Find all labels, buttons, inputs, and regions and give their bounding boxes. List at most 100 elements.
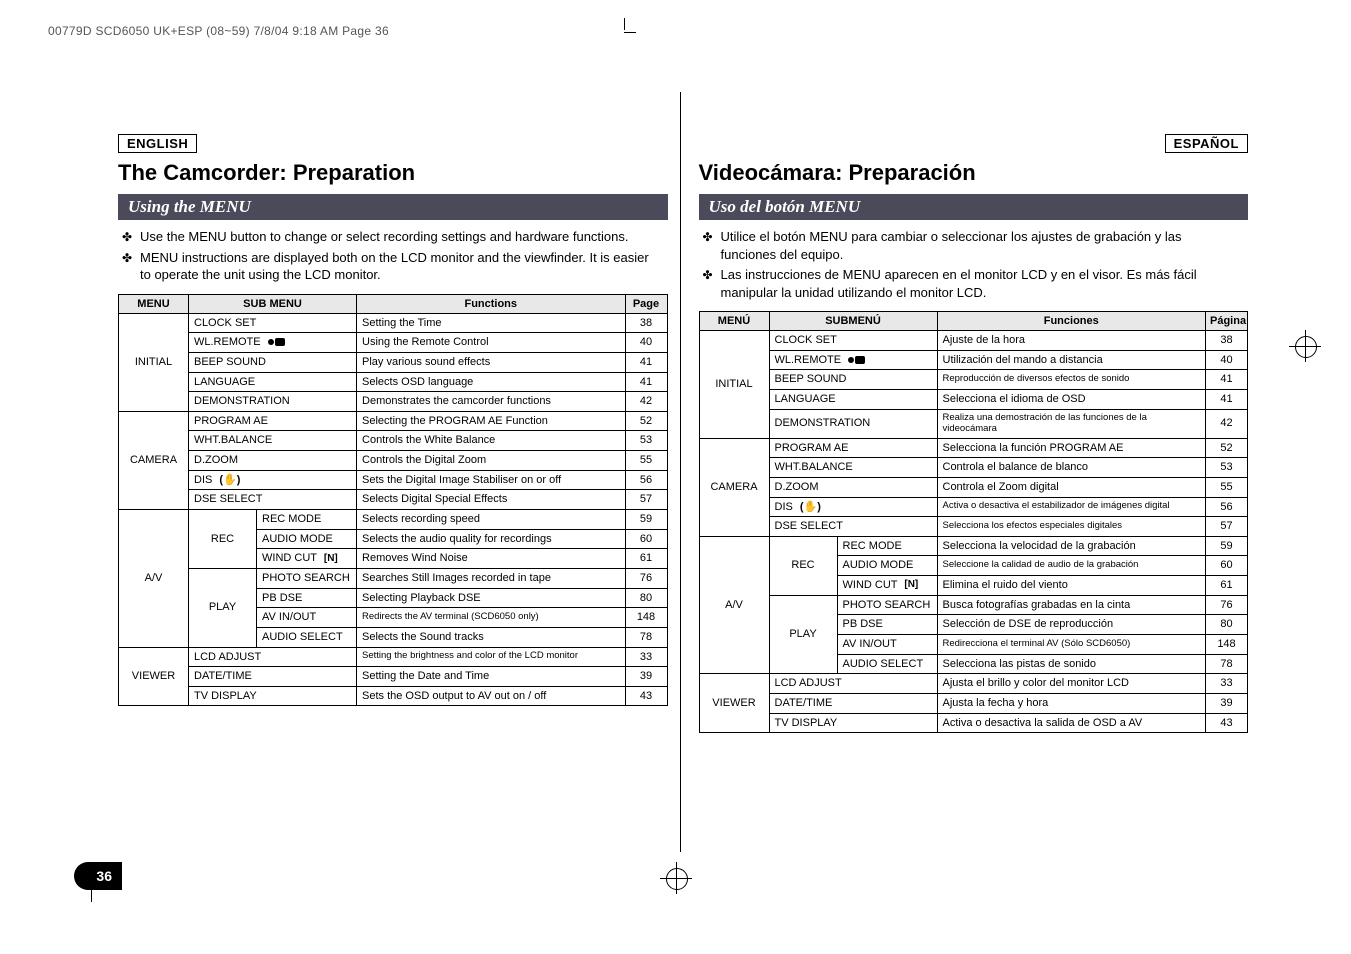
table-row: DSE SELECTSelects Digital Special Effect…: [119, 490, 668, 510]
page-cell: 61: [1206, 576, 1248, 596]
submenu-cell: DSE SELECT: [769, 517, 937, 537]
page-cell: 60: [1206, 556, 1248, 576]
function-cell: Selección de DSE de reproducción: [937, 615, 1206, 635]
registration-mark-right: [1289, 330, 1321, 362]
function-cell: Activa o desactiva la salida de OSD a AV: [937, 713, 1206, 733]
table-row: PLAYPHOTO SEARCHBusca fotografías grabad…: [699, 595, 1248, 615]
th-functions: Functions: [357, 294, 625, 313]
bullet-item: MENU instructions are displayed both on …: [140, 249, 658, 284]
function-cell: Activa o desactiva el estabilizador de i…: [937, 497, 1206, 517]
menu-cell: A/V: [119, 510, 189, 647]
submenu-cell: DATE/TIME: [769, 693, 937, 713]
submenu-cell: CLOCK SET: [769, 331, 937, 351]
page-cell: 33: [1206, 674, 1248, 694]
table-row: D.ZOOMControla el Zoom digital55: [699, 477, 1248, 497]
page-cell: 80: [1206, 615, 1248, 635]
page-cell: 42: [625, 392, 667, 412]
page-cell: 42: [1206, 409, 1248, 438]
function-cell: Sets the OSD output to AV out on / off: [357, 686, 625, 706]
table-row: D.ZOOMControls the Digital Zoom55: [119, 451, 668, 471]
menu-table: MENUSUB MENUFunctionsPageINITIALCLOCK SE…: [118, 294, 668, 707]
page-cell: 33: [625, 647, 667, 667]
function-cell: Controla el Zoom digital: [937, 477, 1206, 497]
submenu-cell: AUDIO SELECT: [257, 627, 357, 647]
table-row: DIS (✋)Activa o desactiva el estabilizad…: [699, 497, 1248, 517]
table-row: VIEWERLCD ADJUSTSetting the brightness a…: [119, 647, 668, 667]
page-cell: 59: [1206, 536, 1248, 556]
page-cell: 40: [625, 333, 667, 353]
menu-cell: CAMERA: [119, 411, 189, 509]
page-cell: 76: [625, 568, 667, 588]
function-cell: Reproducción de diversos efectos de soni…: [937, 370, 1206, 390]
table-row: WHT.BALANCEControla el balance de blanco…: [699, 458, 1248, 478]
table-row: WHT.BALANCEControls the White Balance53: [119, 431, 668, 451]
function-cell: Seleccione la calidad de audio de la gra…: [937, 556, 1206, 576]
function-cell: Controla el balance de blanco: [937, 458, 1206, 478]
page-cell: 52: [625, 411, 667, 431]
function-cell: Controls the Digital Zoom: [357, 451, 625, 471]
page-cell: 38: [1206, 331, 1248, 351]
th-page: Página: [1206, 312, 1248, 331]
page-cell: 38: [625, 313, 667, 333]
page-cell: 59: [625, 510, 667, 530]
function-cell: Selecciona la función PROGRAM AE: [937, 438, 1206, 458]
page-cell: 61: [625, 549, 667, 569]
function-cell: Selecting Playback DSE: [357, 588, 625, 608]
page-cell: 53: [1206, 458, 1248, 478]
function-cell: Setting the Date and Time: [357, 667, 625, 687]
page-cell: 80: [625, 588, 667, 608]
function-cell: Selecciona el idioma de OSD: [937, 390, 1206, 410]
page-cell: 52: [1206, 438, 1248, 458]
submenu-cell: WIND CUT [N]: [837, 576, 937, 596]
table-row: DATE/TIMEAjusta la fecha y hora39: [699, 693, 1248, 713]
table-row: INITIALCLOCK SETAjuste de la hora38: [699, 331, 1248, 351]
table-row: LANGUAGESelects OSD language41: [119, 372, 668, 392]
submenu-cell: PB DSE: [837, 615, 937, 635]
submenu-cell: WIND CUT [N]: [257, 549, 357, 569]
th-page: Page: [625, 294, 667, 313]
function-cell: Setting the Time: [357, 313, 625, 333]
submenu-cell: AUDIO SELECT: [837, 654, 937, 674]
submenu-cell: LANGUAGE: [189, 372, 357, 392]
page-cell: 148: [625, 608, 667, 628]
submenu-cell: AUDIO MODE: [257, 529, 357, 549]
function-cell: Selects recording speed: [357, 510, 625, 530]
subgroup-cell: PLAY: [769, 595, 837, 674]
function-cell: Controls the White Balance: [357, 431, 625, 451]
function-cell: Sets the Digital Image Stabiliser on or …: [357, 470, 625, 490]
table-row: TV DISPLAYSets the OSD output to AV out …: [119, 686, 668, 706]
table-row: WL.REMOTE Utilización del mando a distan…: [699, 350, 1248, 370]
submenu-cell: PROGRAM AE: [769, 438, 937, 458]
bullets-left: Use the MENU button to change or select …: [118, 228, 668, 284]
page-cell: 41: [1206, 370, 1248, 390]
table-row: INITIALCLOCK SETSetting the Time38: [119, 313, 668, 333]
page-cell: 56: [1206, 497, 1248, 517]
submenu-cell: BEEP SOUND: [769, 370, 937, 390]
bullet-item: Use the MENU button to change or select …: [140, 228, 658, 246]
submenu-cell: DEMONSTRATION: [189, 392, 357, 412]
menu-cell: INITIAL: [119, 313, 189, 411]
submenu-cell: WL.REMOTE: [189, 333, 357, 353]
table-row: DSE SELECTSelecciona los efectos especia…: [699, 517, 1248, 537]
file-header: 00779D SCD6050 UK+ESP (08~59) 7/8/04 9:1…: [48, 24, 389, 38]
function-cell: Selects OSD language: [357, 372, 625, 392]
section-bar-right: Uso del botón MENU: [699, 194, 1249, 220]
table-row: DIS (✋)Sets the Digital Image Stabiliser…: [119, 470, 668, 490]
page-number-badge: 36: [74, 862, 122, 890]
function-cell: Selecciona la velocidad de la grabación: [937, 536, 1206, 556]
submenu-cell: LANGUAGE: [769, 390, 937, 410]
submenu-cell: AV IN/OUT: [837, 635, 937, 655]
subgroup-cell: REC: [189, 510, 257, 569]
submenu-cell: LCD ADJUST: [769, 674, 937, 694]
remote-icon: [848, 355, 866, 365]
function-cell: Selects the Sound tracks: [357, 627, 625, 647]
table-row: TV DISPLAYActiva o desactiva la salida d…: [699, 713, 1248, 733]
submenu-cell: DSE SELECT: [189, 490, 357, 510]
submenu-cell: TV DISPLAY: [189, 686, 357, 706]
page-cell: 39: [1206, 693, 1248, 713]
table-row: CAMERAPROGRAM AESelecting the PROGRAM AE…: [119, 411, 668, 431]
th-functions: Funciones: [937, 312, 1206, 331]
subgroup-cell: PLAY: [189, 568, 257, 647]
page-cell: 57: [1206, 517, 1248, 537]
remote-icon: [268, 337, 286, 347]
